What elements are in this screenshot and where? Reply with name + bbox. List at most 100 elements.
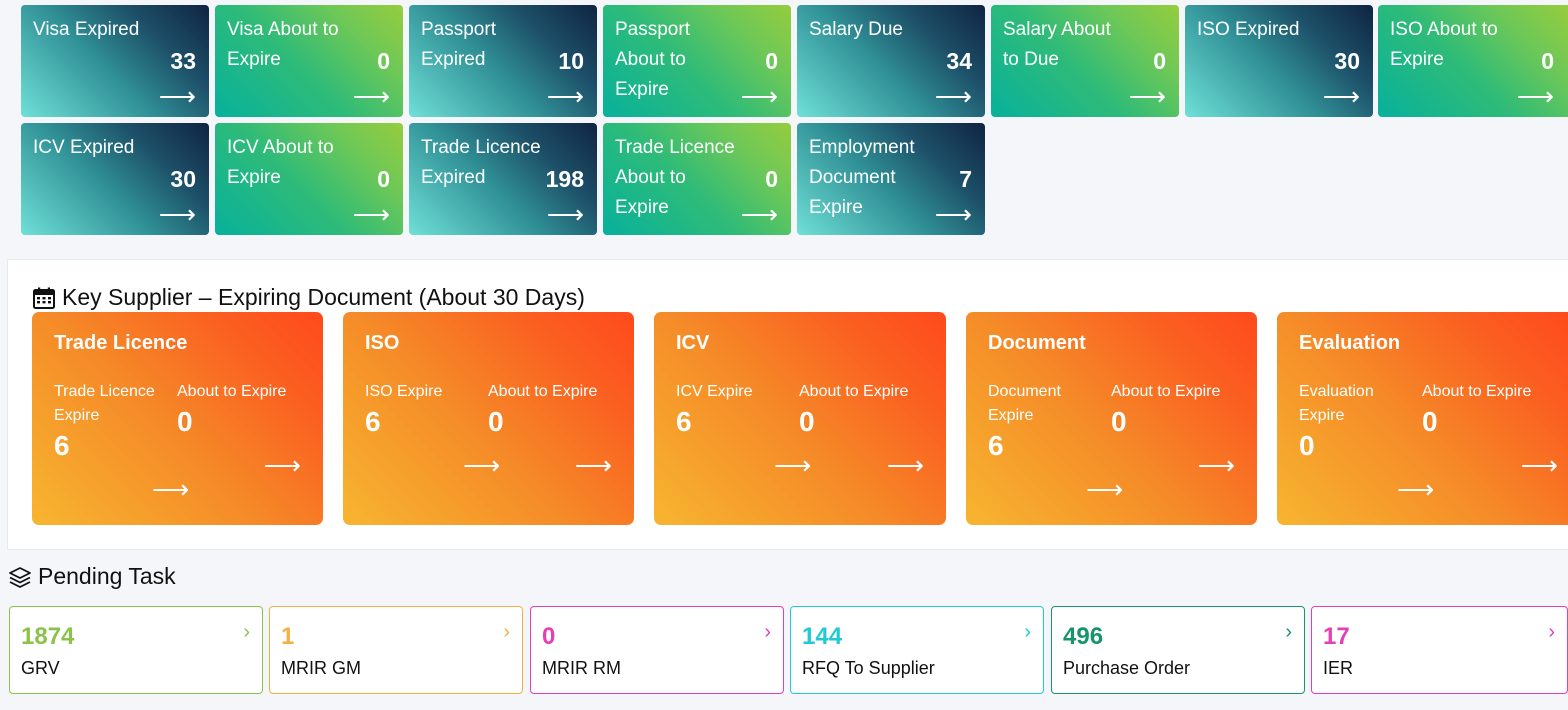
arrow-right-icon[interactable]: ⟶ (158, 81, 196, 111)
arrow-right-icon[interactable]: ⟶ (740, 199, 778, 229)
chevron-right-icon[interactable]: › (503, 621, 510, 643)
expire-value: 0 (1299, 430, 1315, 461)
pending-card-mrir-gm[interactable]: 1 MRIR GM › (269, 606, 523, 694)
chevron-right-icon[interactable]: › (764, 621, 771, 643)
supplier-card-icv: ICV ICV Expire 6 About to Expire 0 ⟶ ⟶ (654, 312, 946, 525)
pending-label: IER (1323, 658, 1354, 678)
tile-employment-document-expire[interactable]: Employment Document Expire 7 ⟶ (797, 123, 985, 235)
pending-section-title: Pending Task (8, 563, 176, 590)
pending-card-grv[interactable]: 1874 GRV › (9, 606, 263, 694)
about-value: 0 (1111, 406, 1127, 437)
about-label: About to Expire (799, 383, 909, 400)
tile-label: Visa About to Expire (227, 19, 339, 70)
arrow-right-icon[interactable]: ⟶ (1516, 81, 1554, 111)
tile-label: ISO Expired (1197, 19, 1300, 40)
pending-title-text: Pending Task (38, 563, 176, 589)
expire-label: ICV Expire (676, 383, 753, 400)
about-value: 0 (1422, 406, 1438, 437)
expire-label: ISO Expire (365, 383, 443, 400)
tile-visa-expired[interactable]: Visa Expired 33 ⟶ (21, 5, 209, 117)
pending-card-ier[interactable]: 17 IER › (1311, 606, 1568, 694)
tile-label: Trade Licence Expired (421, 137, 541, 188)
arrow-right-icon[interactable]: ⟶ (1397, 474, 1435, 504)
tile-label: Salary Due (809, 19, 903, 40)
expire-value: 6 (54, 430, 70, 461)
expire-column: Document Expire 6 (988, 380, 1108, 464)
pending-card-rfq-to-supplier[interactable]: 144 RFQ To Supplier › (790, 606, 1044, 694)
arrow-right-icon[interactable]: ⟶ (546, 199, 584, 229)
arrow-right-icon[interactable]: ⟶ (1128, 81, 1166, 111)
pending-card-purchase-order[interactable]: 496 Purchase Order › (1051, 606, 1305, 694)
tile-icv-expired[interactable]: ICV Expired 30 ⟶ (21, 123, 209, 235)
expire-value: 6 (988, 430, 1004, 461)
tile-count: 34 (946, 48, 972, 74)
tile-count: 0 (765, 166, 778, 192)
arrow-right-icon[interactable]: ⟶ (934, 81, 972, 111)
pending-count: 144 (802, 623, 843, 650)
arrow-right-icon[interactable]: ⟶ (352, 199, 390, 229)
arrow-right-icon[interactable]: ⟶ (934, 199, 972, 229)
arrow-right-icon[interactable]: ⟶ (574, 450, 612, 480)
tile-passport-expired[interactable]: Passport Expired 10 ⟶ (409, 5, 597, 117)
pending-count: 0 (542, 623, 556, 650)
pending-count: 17 (1323, 623, 1350, 650)
card-title: ISO (365, 332, 400, 354)
arrow-right-icon[interactable]: ⟶ (1197, 450, 1235, 480)
tile-iso-about-to-expire[interactable]: ISO About to Expire 0 ⟶ (1378, 5, 1568, 117)
about-label: About to Expire (177, 383, 287, 400)
arrow-right-icon[interactable]: ⟶ (352, 81, 390, 111)
arrow-right-icon[interactable]: ⟶ (463, 450, 501, 480)
pending-count: 1874 (21, 623, 75, 650)
tile-passport-about-to-expire[interactable]: Passport About to Expire 0 ⟶ (603, 5, 791, 117)
chevron-right-icon[interactable]: › (243, 621, 250, 643)
tile-icv-about-to-expire[interactable]: ICV About to Expire 0 ⟶ (215, 123, 403, 235)
pending-count: 1 (281, 623, 295, 650)
arrow-right-icon[interactable]: ⟶ (546, 81, 584, 111)
arrow-right-icon[interactable]: ⟶ (263, 450, 301, 480)
arrow-right-icon[interactable]: ⟶ (152, 474, 190, 504)
about-label: About to Expire (1422, 383, 1532, 400)
pending-label: MRIR RM (542, 658, 621, 678)
arrow-right-icon[interactable]: ⟶ (886, 450, 924, 480)
expire-column: ISO Expire 6 (365, 380, 485, 440)
arrow-right-icon[interactable]: ⟶ (774, 450, 812, 480)
tile-label: Employment Document Expire (809, 137, 915, 218)
supplier-card-evaluation: Evaluation Evaluation Expire 0 About to … (1277, 312, 1568, 525)
tile-count: 0 (377, 48, 390, 74)
chevron-right-icon[interactable]: › (1285, 621, 1292, 643)
about-value: 0 (177, 406, 193, 437)
tile-trade-licence-expired[interactable]: Trade Licence Expired 198 ⟶ (409, 123, 597, 235)
expire-label: Document Expire (988, 383, 1061, 424)
expire-column: ICV Expire 6 (676, 380, 796, 440)
tile-trade-licence-about-to-expire[interactable]: Trade Licence About to Expire 0 ⟶ (603, 123, 791, 235)
calendar-icon (32, 286, 56, 310)
expire-value: 6 (365, 406, 381, 437)
pending-label: Purchase Order (1063, 658, 1191, 678)
arrow-right-icon[interactable]: ⟶ (1520, 450, 1558, 480)
about-label: About to Expire (488, 383, 598, 400)
chevron-right-icon[interactable]: › (1024, 621, 1031, 643)
expire-value: 6 (676, 406, 692, 437)
arrow-right-icon[interactable]: ⟶ (158, 199, 196, 229)
supplier-section-title: Key Supplier – Expiring Document (About … (32, 284, 585, 311)
tile-salary-due[interactable]: Salary Due 34 ⟶ (797, 5, 985, 117)
about-label: About to Expire (1111, 383, 1221, 400)
expire-column: Trade Licence Expire 6 (54, 380, 174, 464)
tile-label: ICV About to Expire (227, 137, 334, 188)
pending-card-mrir-rm[interactable]: 0 MRIR RM › (530, 606, 784, 694)
tile-iso-expired[interactable]: ISO Expired 30 ⟶ (1185, 5, 1373, 117)
expire-label: Trade Licence Expire (54, 383, 155, 424)
about-column: About to Expire 0 (1111, 380, 1251, 440)
tile-visa-about-to-expire[interactable]: Visa About to Expire 0 ⟶ (215, 5, 403, 117)
chevron-right-icon[interactable]: › (1548, 621, 1555, 643)
about-column: About to Expire 0 (799, 380, 939, 440)
arrow-right-icon[interactable]: ⟶ (740, 81, 778, 111)
arrow-right-icon[interactable]: ⟶ (1086, 474, 1124, 504)
tile-salary-about-to-due[interactable]: Salary About to Due 0 ⟶ (991, 5, 1179, 117)
tile-label: ICV Expired (33, 137, 135, 158)
about-column: About to Expire 0 (177, 380, 317, 440)
tile-count: 7 (959, 166, 972, 192)
arrow-right-icon[interactable]: ⟶ (1322, 81, 1360, 111)
about-column: About to Expire 0 (488, 380, 628, 440)
tile-label: Salary About to Due (1003, 19, 1111, 70)
